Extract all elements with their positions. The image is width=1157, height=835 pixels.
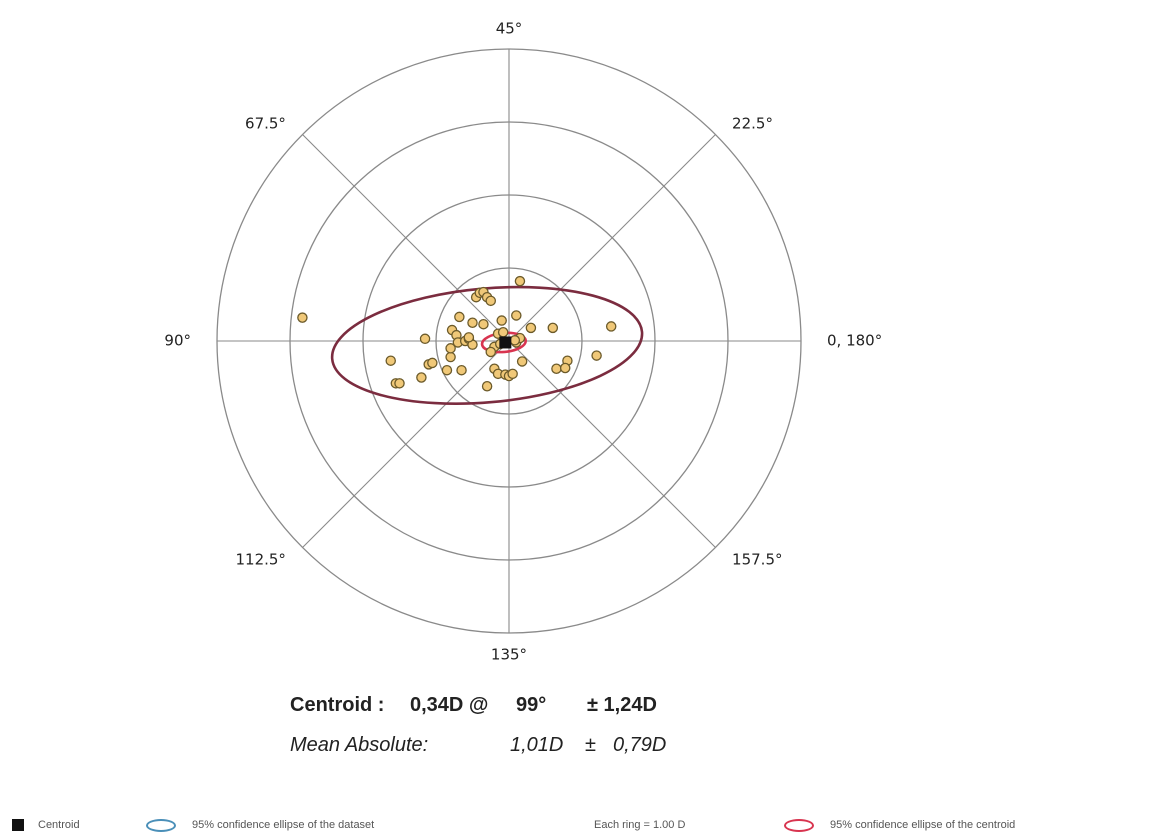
centroid-square-icon <box>12 819 24 831</box>
data-point <box>445 351 456 363</box>
centroid-axis: 99° <box>516 694 547 716</box>
centroid-value: 0,34D @ <box>410 694 489 716</box>
legend-ring-scale-label: Each ring = 1.00 D <box>594 819 686 831</box>
data-point <box>478 318 489 330</box>
data-point <box>559 362 571 374</box>
mean-value: 1,01D <box>510 734 564 756</box>
legend-centroid-ellipse-label: 95% confidence ellipse of the centroid <box>830 819 1016 831</box>
data-point <box>485 346 496 358</box>
data-point <box>481 381 493 392</box>
data-point <box>416 372 427 383</box>
mean-label: Mean Absolute: <box>290 734 429 756</box>
legend-ring-scale: Each ring = 1.00 D <box>594 817 685 833</box>
data-point <box>385 355 396 366</box>
data-point <box>516 356 528 367</box>
mean-pm: ± <box>585 734 596 756</box>
data-point <box>591 350 602 361</box>
legend-centroid-label: Centroid <box>38 819 80 831</box>
data-point <box>525 322 537 334</box>
data-point <box>463 332 475 343</box>
data-point <box>507 368 518 380</box>
angle-label: 0, 180° <box>827 332 882 350</box>
dataset-ellipse-icon <box>146 818 176 832</box>
angle-label: 112.5° <box>235 551 285 569</box>
mean-sd: 0,79D <box>613 734 667 756</box>
data-point <box>454 311 465 323</box>
data-point <box>427 357 438 369</box>
legend-centroid-ellipse: 95% confidence ellipse of the centroid <box>784 817 1015 833</box>
data-point <box>445 343 456 354</box>
legend-centroid: Centroid <box>12 817 80 833</box>
angle-label: 90° <box>164 332 191 350</box>
centroid-label: Centroid : <box>290 694 385 716</box>
data-point <box>394 378 405 389</box>
data-point <box>547 322 559 334</box>
legend-dataset-ellipse-label: 95% confidence ellipse of the dataset <box>192 819 375 831</box>
legend-dataset-ellipse: 95% confidence ellipse of the dataset <box>146 817 374 833</box>
data-point <box>551 363 562 374</box>
angle-label: 157.5° <box>732 551 782 569</box>
data-point <box>511 310 522 321</box>
data-point <box>509 335 521 346</box>
data-point <box>456 364 467 376</box>
data-point <box>297 312 308 323</box>
data-point <box>467 317 478 328</box>
centroid-marker <box>499 336 512 349</box>
data-point <box>419 333 431 345</box>
angle-labels: 45° 22.5° 0, 180° 157.5° 135° 112.5° 90° 67.5° <box>164 20 882 664</box>
centroid-ellipse-icon <box>784 818 814 832</box>
data-point <box>496 315 507 326</box>
scatter-points <box>297 275 617 392</box>
data-point <box>605 321 617 332</box>
data-point <box>485 295 496 307</box>
angle-label: 135° <box>491 646 527 664</box>
data-point <box>497 326 509 338</box>
centroid-pm: ± 1,24D <box>587 694 657 716</box>
data-point <box>514 275 526 287</box>
data-point <box>441 364 453 376</box>
angle-label: 45° <box>496 20 523 38</box>
angle-label: 67.5° <box>245 114 286 132</box>
angle-label: 22.5° <box>732 114 773 132</box>
